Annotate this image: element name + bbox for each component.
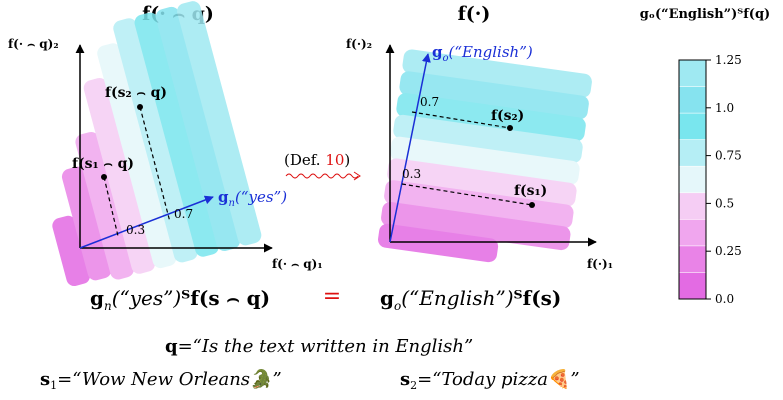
definition-q: q=“Is the text written in English”	[165, 336, 473, 357]
right-point-s1-label: f(s₁)	[514, 183, 547, 199]
left-band-4	[83, 77, 156, 274]
left-point-s2-label: f(s₂ ⌢ q)	[105, 85, 167, 101]
right-panel-title: f(·)	[458, 3, 491, 25]
equation: gn(“yes”)ᵀf(s ⌢ q) = go(“English”)ᵀf(s)	[90, 284, 561, 313]
left-bands	[52, 1, 262, 287]
left-projection-s1	[103, 176, 119, 237]
left-band-8	[155, 6, 241, 251]
colorbar-cell	[678, 139, 707, 168]
equation-left: gn(“yes”)ᵀf(s ⌢ q)	[90, 286, 270, 313]
colorbar-cell	[678, 192, 707, 221]
colorbar-cell	[678, 165, 707, 194]
pizza-icon: 🍕	[548, 368, 570, 390]
colorbar-frame	[678, 59, 707, 300]
left-projection-s2	[139, 106, 171, 223]
definitions: q=“Is the text written in English” s1=“W…	[40, 336, 580, 392]
colorbar-cell	[678, 245, 707, 274]
colorbar-tick-label: 0.25	[715, 244, 742, 258]
right-band-3	[396, 93, 586, 142]
right-band-1	[402, 49, 592, 98]
colorbar-tick-label: 0.0	[715, 292, 734, 306]
right-proj-value-s2: 0.7	[420, 95, 439, 109]
colorbar: gₒ(“English”)ᵀf(q) 1.25 1.0 0.75 0.5 0.25 0.0	[640, 7, 770, 306]
middle-reference: (Def. 10)	[284, 151, 361, 181]
right-x-axis-label: f(·)₁	[587, 257, 613, 271]
right-band-4	[393, 114, 583, 163]
colorbar-cell	[678, 219, 707, 247]
left-vector-label: gn(“yes”)	[218, 188, 287, 209]
colorbar-tick-label: 0.5	[715, 196, 734, 210]
crocodile-icon: 🐊	[250, 368, 272, 390]
right-band-7	[384, 180, 574, 229]
left-point-s1-label: f(s₁ ⌢ q)	[72, 156, 134, 172]
colorbar-cell	[678, 59, 707, 88]
right-bands	[377, 49, 592, 263]
right-point-s2-label: f(s₂)	[491, 108, 524, 124]
def-reference: (Def. 10)	[284, 151, 350, 169]
equation-equals: =	[323, 284, 341, 309]
left-panel: f(· ⌢ q) f(· ⌢ q)₂ f(· ⌢ q)₁ gn(“yes”)	[8, 1, 323, 287]
right-projection-s1	[401, 183, 533, 206]
colorbar-title: gₒ(“English”)ᵀf(q)	[640, 7, 770, 22]
left-proj-value-s1: 0.3	[126, 223, 145, 237]
right-band-2	[399, 71, 589, 120]
colorbar-tick-label: 0.75	[715, 149, 742, 163]
left-y-axis-label: f(· ⌢ q)₂	[8, 37, 59, 51]
left-vector-g-n	[79, 195, 214, 249]
left-band-1	[52, 215, 91, 287]
colorbar-ticks: 1.25 1.0 0.75 0.5 0.25 0.0	[706, 53, 742, 306]
left-point-s2	[137, 104, 143, 110]
left-band-7	[134, 12, 219, 257]
left-band-9	[177, 1, 262, 246]
left-band-3	[75, 131, 134, 280]
right-band-9	[377, 223, 499, 263]
wavy-arrow	[285, 173, 359, 179]
right-band-8	[381, 201, 571, 251]
colorbar-cell	[678, 112, 707, 141]
left-proj-value-s2: 0.7	[174, 207, 193, 221]
left-x-axis-label: f(· ⌢ q)₁	[272, 257, 323, 271]
right-vector-label: go(“English”)	[432, 43, 533, 64]
left-point-s1	[101, 174, 107, 180]
left-band-6	[113, 18, 198, 263]
right-point-s1	[529, 202, 535, 208]
colorbar-tick-label: 1.25	[715, 53, 742, 67]
right-point-s2	[507, 125, 513, 131]
definition-s2: s2=“Today pizza🍕”	[400, 368, 580, 392]
equation-right: go(“English”)ᵀf(s)	[380, 286, 561, 313]
wavy-arrow-head	[353, 171, 361, 181]
right-projection-s2	[411, 111, 511, 129]
colorbar-cell	[678, 272, 707, 300]
right-band-6	[387, 158, 577, 207]
colorbar-cells	[678, 59, 707, 300]
colorbar-cell	[678, 86, 707, 114]
right-vector-g-o	[389, 53, 431, 243]
left-band-2	[61, 166, 112, 281]
colorbar-tick-label: 1.0	[715, 101, 734, 115]
right-proj-value-s1: 0.3	[402, 167, 421, 181]
definition-s1: s1=“Wow New Orleans🐊”	[40, 368, 282, 392]
right-band-5	[390, 136, 580, 185]
right-panel: f(·) f(·)₂ f(·)₁ go(“English”)	[346, 3, 613, 271]
right-y-axis-label: f(·)₂	[346, 37, 372, 51]
left-band-5	[97, 43, 177, 269]
